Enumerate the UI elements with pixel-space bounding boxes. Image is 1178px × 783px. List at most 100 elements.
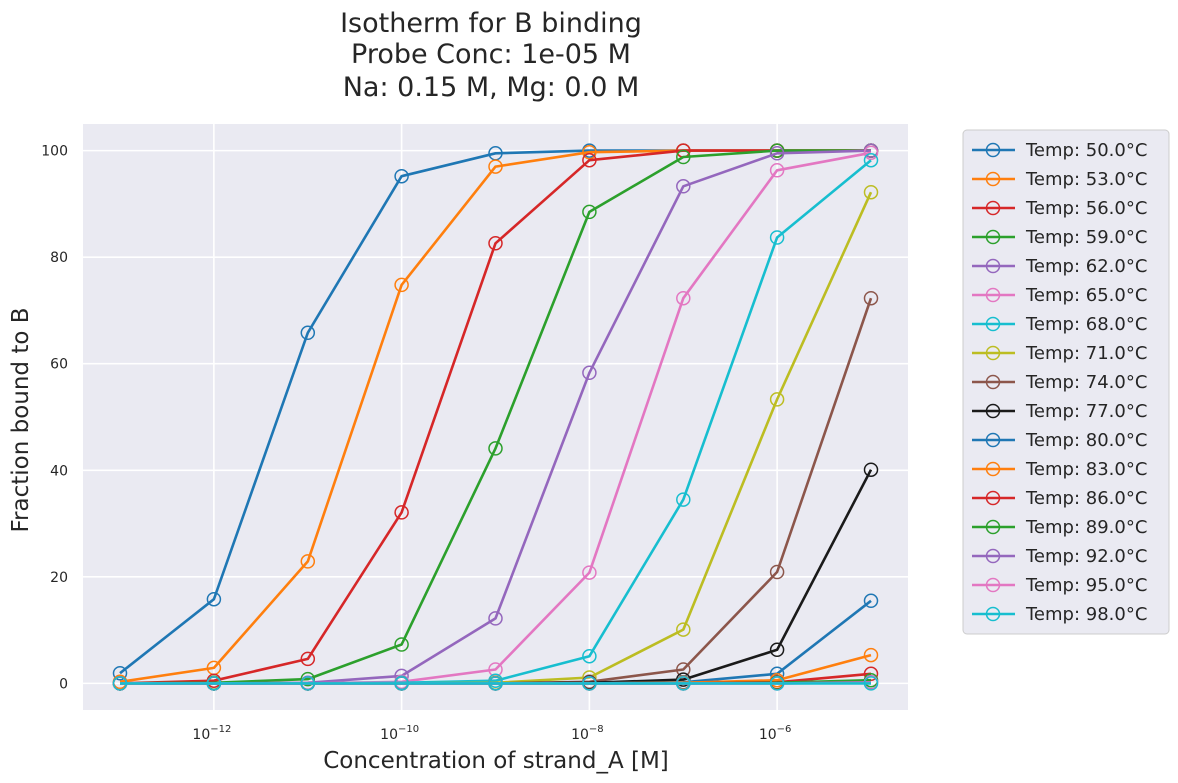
legend-marker (985, 142, 1001, 158)
chart-title: Isotherm for B binding Probe Conc: 1e-05… (340, 8, 642, 103)
data-point (488, 159, 503, 174)
data-point (300, 651, 316, 667)
legend-label: Temp: 59.0°C (1025, 227, 1147, 248)
legend-item: Temp: 59.0°C (972, 227, 1147, 248)
legend-marker (985, 200, 1001, 216)
legend-label: Temp: 77.0°C (1025, 401, 1147, 422)
x-tick-base: 10 (192, 727, 210, 743)
data-point (676, 676, 691, 691)
data-point (676, 492, 691, 507)
legend-box (962, 129, 1170, 635)
legend-marker (985, 432, 1001, 448)
legend-label: Temp: 92.0°C (1025, 546, 1147, 567)
x-tick-exponent: −12 (210, 724, 231, 735)
legend-item: Temp: 53.0°C (972, 169, 1147, 190)
legend-item: Temp: 50.0°C (972, 140, 1147, 161)
data-point (300, 325, 316, 341)
y-tick-label: 0 (59, 676, 68, 692)
data-point (582, 648, 597, 664)
legend-marker (985, 345, 1001, 361)
legend-marker (985, 171, 1001, 187)
data-point (394, 637, 409, 652)
data-point (582, 676, 597, 691)
legend-label: Temp: 56.0°C (1025, 198, 1147, 219)
title-line-1: Isotherm for B binding (340, 8, 642, 39)
x-axis-label: Concentration of strand_A [M] (323, 748, 669, 774)
data-point (676, 622, 691, 637)
data-point (394, 676, 409, 691)
data-point (206, 676, 222, 691)
x-tick-label: 10−6 (759, 724, 792, 743)
y-tick-label: 60 (50, 357, 68, 373)
title-line-2: Probe Conc: 1e-05 M (351, 39, 631, 70)
data-point (300, 671, 316, 687)
legend-label: Temp: 62.0°C (1025, 256, 1147, 277)
legend-label: Temp: 83.0°C (1025, 459, 1147, 480)
data-point (488, 611, 503, 626)
data-point (676, 149, 691, 165)
legend-label: Temp: 98.0°C (1025, 604, 1147, 625)
legend-marker (985, 287, 1001, 303)
data-point (582, 152, 597, 168)
data-point (394, 505, 409, 520)
series-layer (112, 143, 879, 691)
data-point (582, 144, 597, 160)
legend-item: Temp: 95.0°C (972, 575, 1147, 596)
data-point (582, 204, 597, 220)
data-point (769, 146, 785, 161)
legend-marker (985, 461, 1001, 477)
data-point (863, 145, 879, 161)
data-point (300, 676, 316, 691)
legend-marker (985, 258, 1001, 274)
legend-label: Temp: 86.0°C (1025, 488, 1147, 509)
legend-item: Temp: 80.0°C (972, 430, 1147, 451)
data-point (394, 277, 409, 293)
x-tick-label: 10−10 (380, 724, 419, 743)
data-point (394, 168, 409, 184)
legend-marker (985, 229, 1001, 245)
data-point (863, 290, 879, 306)
legend-label: Temp: 95.0°C (1025, 575, 1147, 596)
legend-item: Temp: 92.0°C (972, 546, 1147, 567)
data-point (863, 184, 879, 200)
x-tick-labels: 10−12 10−10 10−8 10−6 (192, 724, 791, 743)
y-tick-labels: 0 20 40 60 80 100 (41, 144, 68, 693)
legend-item: Temp: 62.0°C (972, 256, 1147, 277)
y-tick-label: 100 (41, 144, 68, 160)
data-point (769, 564, 785, 580)
data-point (769, 230, 785, 245)
series-line (119, 149, 871, 685)
data-point (769, 642, 785, 658)
legend-label: Temp: 71.0°C (1025, 343, 1147, 364)
title-line-3: Na: 0.15 M, Mg: 0.0 M (343, 72, 640, 103)
data-point (112, 665, 128, 681)
legend-label: Temp: 65.0°C (1025, 285, 1147, 306)
data-point (769, 676, 785, 691)
data-point (863, 462, 879, 477)
x-tick-label: 10−12 (192, 724, 231, 743)
plot-area (83, 124, 908, 710)
x-tick-base: 10 (571, 727, 589, 743)
data-point (676, 290, 691, 306)
data-point (676, 179, 691, 194)
data-point (488, 676, 503, 691)
data-point (488, 441, 503, 456)
legend-label: Temp: 80.0°C (1025, 430, 1147, 451)
x-tick-exponent: −6 (777, 724, 792, 735)
data-point (488, 236, 503, 251)
legend: Temp: 50.0°C Temp: 53.0°C Temp: 56.0°C Temp… (962, 129, 1170, 635)
data-point (863, 647, 879, 663)
legend-items: Temp: 50.0°C Temp: 53.0°C Temp: 56.0°C Temp… (972, 140, 1147, 625)
series-line (119, 149, 871, 685)
legend-item: Temp: 77.0°C (972, 401, 1147, 422)
legend-marker (985, 374, 1001, 390)
legend-item: Temp: 98.0°C (972, 604, 1147, 625)
series (112, 676, 879, 691)
legend-marker (985, 316, 1001, 332)
x-tick-base: 10 (380, 727, 398, 743)
y-tick-label: 20 (50, 570, 68, 586)
data-point (863, 593, 879, 609)
legend-marker (985, 577, 1001, 593)
data-point (206, 591, 222, 607)
